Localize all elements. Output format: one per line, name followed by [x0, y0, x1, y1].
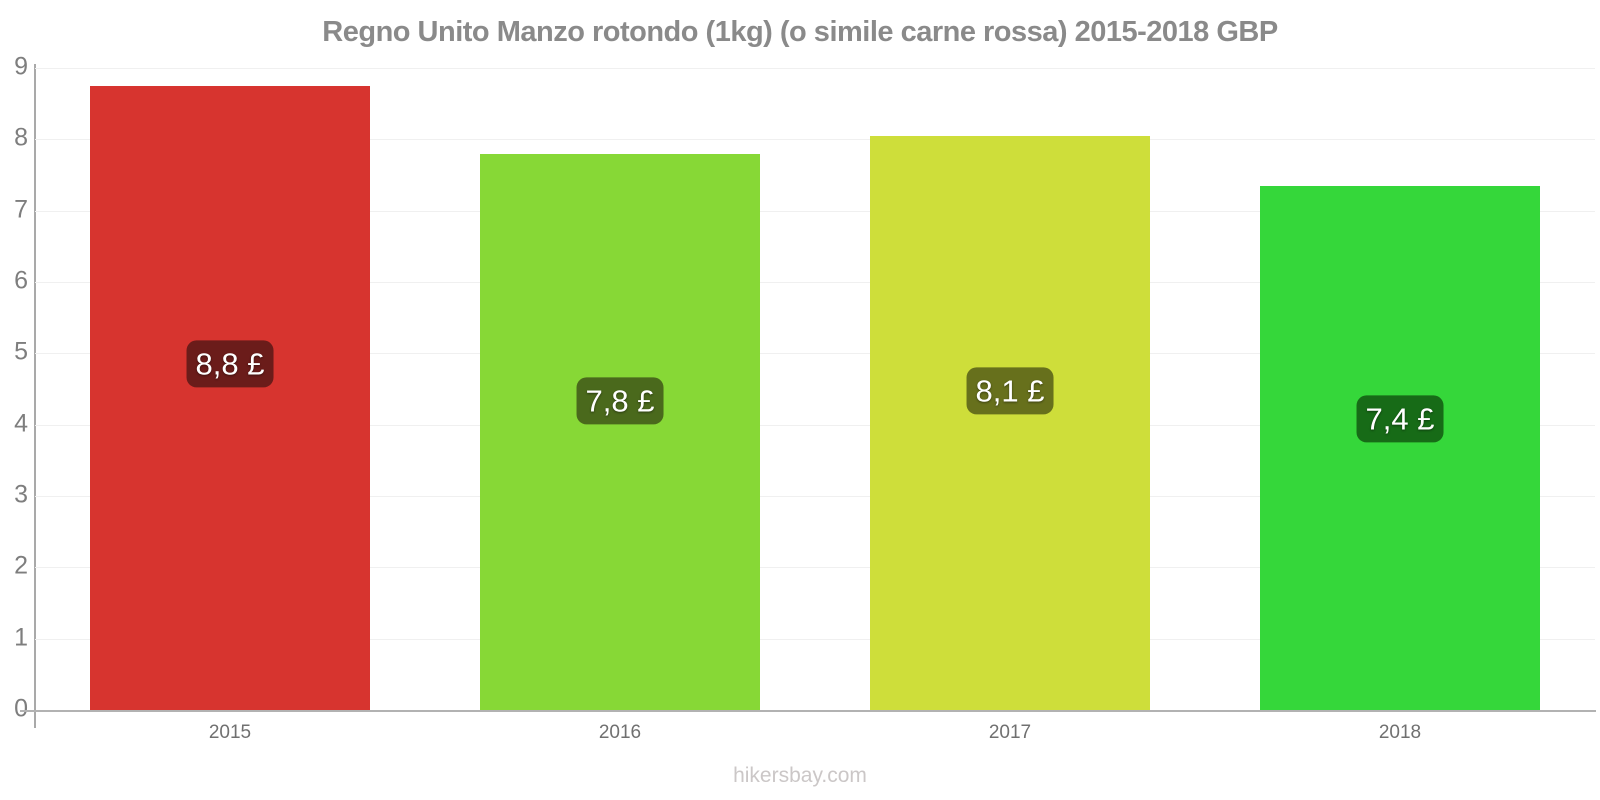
value-label-2017: 8,1 £	[966, 367, 1054, 415]
gridline-2	[35, 567, 1595, 569]
y-tick-label-0: 0	[14, 694, 28, 723]
gridline-4	[35, 424, 1595, 426]
x-axis-baseline	[20, 710, 1596, 712]
value-label-2016: 7,8 £	[576, 377, 664, 425]
y-tick-label-1: 1	[14, 622, 28, 651]
gridline-7	[35, 210, 1595, 212]
bar-2018[interactable]: 7,4 £	[1260, 185, 1540, 710]
value-label-2015: 8,8 £	[186, 339, 274, 388]
y-tick-label-4: 4	[14, 408, 28, 437]
y-tick-label-3: 3	[14, 480, 28, 509]
gridline-5	[35, 353, 1595, 355]
gridline-6	[35, 282, 1595, 283]
bar-2016[interactable]: 7,8 £	[480, 153, 760, 710]
gridline-1	[35, 638, 1595, 640]
chart-title: Regno Unito Manzo rotondo (1kg) (o simil…	[322, 16, 1278, 48]
x-tick-label-2018: 2018	[1378, 722, 1422, 743]
gridline-9	[35, 68, 1595, 69]
y-tick-label-9: 9	[14, 52, 28, 81]
watermark-link[interactable]: hikersbay.com	[733, 764, 867, 787]
x-tick-label-2015: 2015	[208, 722, 252, 743]
y-tick-label-5: 5	[14, 337, 28, 366]
y-tick-label-2: 2	[14, 551, 28, 580]
bar-2017[interactable]: 8,1 £	[870, 135, 1150, 710]
x-tick-label-2017: 2017	[988, 722, 1032, 743]
y-tick-label-7: 7	[14, 194, 28, 223]
value-label-2018: 7,4 £	[1356, 395, 1444, 443]
y-tick-label-8: 8	[14, 123, 28, 152]
x-tick-label-2016: 2016	[598, 722, 642, 743]
bar-2015[interactable]: 8,8 £	[90, 85, 370, 710]
gridline-3	[35, 496, 1595, 497]
y-tick-label-6: 6	[14, 266, 28, 295]
gridline-8	[35, 139, 1595, 141]
y-axis-line	[34, 64, 36, 728]
